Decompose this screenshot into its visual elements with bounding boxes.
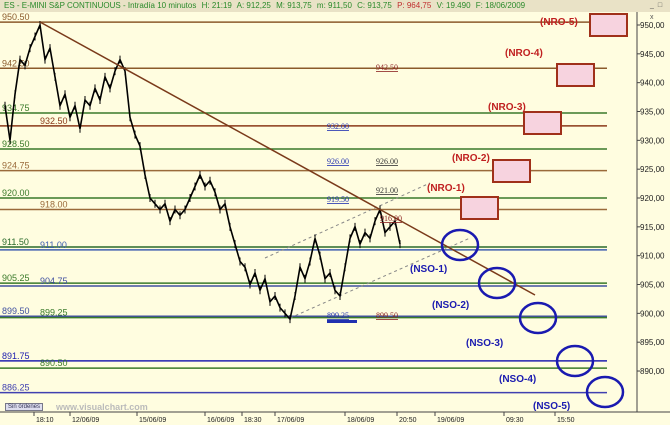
resistance-zone-box <box>492 159 531 183</box>
resistance-zone-box <box>460 196 499 220</box>
chart-header: ES - E-MINI S&P CONTINUOUS - Intradía 10… <box>0 0 650 12</box>
open-value: A: 912,25 <box>236 1 271 10</box>
price-annotation: 899.25 <box>327 311 349 320</box>
x-tick-label: 19/06/09 <box>437 417 464 424</box>
marker-bar <box>327 320 357 323</box>
level-label: 934.75 <box>2 103 30 113</box>
downtrend-line <box>39 21 536 296</box>
y-tick-label: 925,00 <box>640 165 665 174</box>
level-label: 942.50 <box>2 58 30 68</box>
support-zone-label: (NSO-3) <box>466 338 503 349</box>
level-label: 911.50 <box>2 237 29 247</box>
price-series <box>4 22 401 321</box>
price-annotation: 932.00 <box>327 122 349 131</box>
resistance-zone-box <box>523 111 562 135</box>
low-value: m: 911,50 <box>316 1 352 10</box>
level-label: 899.50 <box>2 306 30 316</box>
price-annotation: 916.00 <box>380 214 402 223</box>
y-tick-label: 910,00 <box>640 252 665 261</box>
level-label: 905.25 <box>2 273 30 283</box>
level-label: 904.75 <box>40 276 68 286</box>
x-tick-label: 18:10 <box>36 417 54 424</box>
x-tick-label: 15:50 <box>557 417 575 424</box>
level-label: 891.75 <box>2 351 30 361</box>
y-tick-label: 890,00 <box>640 367 665 376</box>
symbol-title: ES - E-MINI S&P CONTINUOUS - Intradía 10… <box>4 1 197 10</box>
level-label: 890.50 <box>40 358 68 368</box>
channel-lower-line <box>289 237 471 319</box>
price-annotation: 942.50 <box>376 63 398 72</box>
resistance-zone-box <box>556 63 595 87</box>
level-label: 920.00 <box>2 188 30 198</box>
x-tick-label: 18/06/09 <box>347 417 374 424</box>
level-label: 928.50 <box>2 139 30 149</box>
price-annotation: 926.00 <box>376 157 398 166</box>
support-zone-label: (NSO-5) <box>533 401 570 412</box>
x-tick-label: 09:30 <box>506 417 524 424</box>
support-zone-circle <box>555 344 595 378</box>
close-value: C: 913,75 <box>357 1 392 10</box>
y-tick-label: 895,00 <box>640 338 665 347</box>
level-label: 899.25 <box>40 308 68 318</box>
resistance-zone-box <box>589 13 628 37</box>
y-tick-label: 930,00 <box>640 136 665 145</box>
support-zone-circle <box>477 266 517 300</box>
level-label: 932.50 <box>40 116 68 126</box>
price-annotation: 926.00 <box>327 157 349 166</box>
volume-value: V: 19.490 <box>436 1 471 10</box>
y-tick-label: 905,00 <box>640 281 665 290</box>
x-tick-label: 12/06/09 <box>72 417 99 424</box>
x-tick-label: 15/06/09 <box>139 417 166 424</box>
level-label: 886.25 <box>2 383 30 393</box>
x-tick-label: 16/06/09 <box>207 417 234 424</box>
y-tick-label: 940,00 <box>640 79 665 88</box>
support-zone-circle <box>518 301 558 335</box>
y-tick-label: 900,00 <box>640 309 665 318</box>
resistance-zone-label: (NRO-3) <box>488 102 526 113</box>
support-zone-label: (NSO-2) <box>432 300 469 311</box>
resistance-zone-label: (NRO-2) <box>452 153 490 164</box>
plot-area <box>0 12 637 410</box>
price-annotation: 921.00 <box>376 186 398 195</box>
level-label: 950.50 <box>2 12 30 22</box>
watermark: www.visualchart.com <box>56 402 148 412</box>
y-tick-label: 950,00 <box>640 21 665 30</box>
support-zone-label: (NSO-1) <box>410 264 447 275</box>
hour-value: H: 21:19 <box>201 1 232 10</box>
prev-value: P: 964,75 <box>397 1 432 10</box>
level-label: 924.75 <box>2 161 30 171</box>
y-tick-label: 935,00 <box>640 108 665 117</box>
level-label: 918.00 <box>40 200 68 210</box>
support-zone-circle <box>585 375 625 409</box>
y-tick-label: 920,00 <box>640 194 665 203</box>
y-tick-label: 945,00 <box>640 50 665 59</box>
date-value: F: 18/06/2009 <box>475 1 526 10</box>
support-zone-circle <box>440 228 480 262</box>
price-annotation: 919.50 <box>327 195 349 204</box>
x-tick-label: 18:30 <box>244 417 262 424</box>
resistance-zone-label: (NRO-1) <box>427 183 465 194</box>
resistance-zone-label: (NRO-5) <box>540 17 578 28</box>
channel-upper-line <box>264 182 431 259</box>
price-annotation: 899.50 <box>376 311 398 320</box>
x-tick-label: 17/06/09 <box>277 417 304 424</box>
level-label: 911.00 <box>40 240 67 250</box>
y-tick-label: 915,00 <box>640 223 665 232</box>
window-controls[interactable]: _ □ x <box>650 0 670 21</box>
x-tick-label: 20:50 <box>399 417 417 424</box>
orders-button[interactable]: Sin órdenes <box>5 403 44 411</box>
support-zone-label: (NSO-4) <box>499 374 536 385</box>
high-value: M: 913,75 <box>276 1 312 10</box>
resistance-zone-label: (NRO-4) <box>505 48 543 59</box>
